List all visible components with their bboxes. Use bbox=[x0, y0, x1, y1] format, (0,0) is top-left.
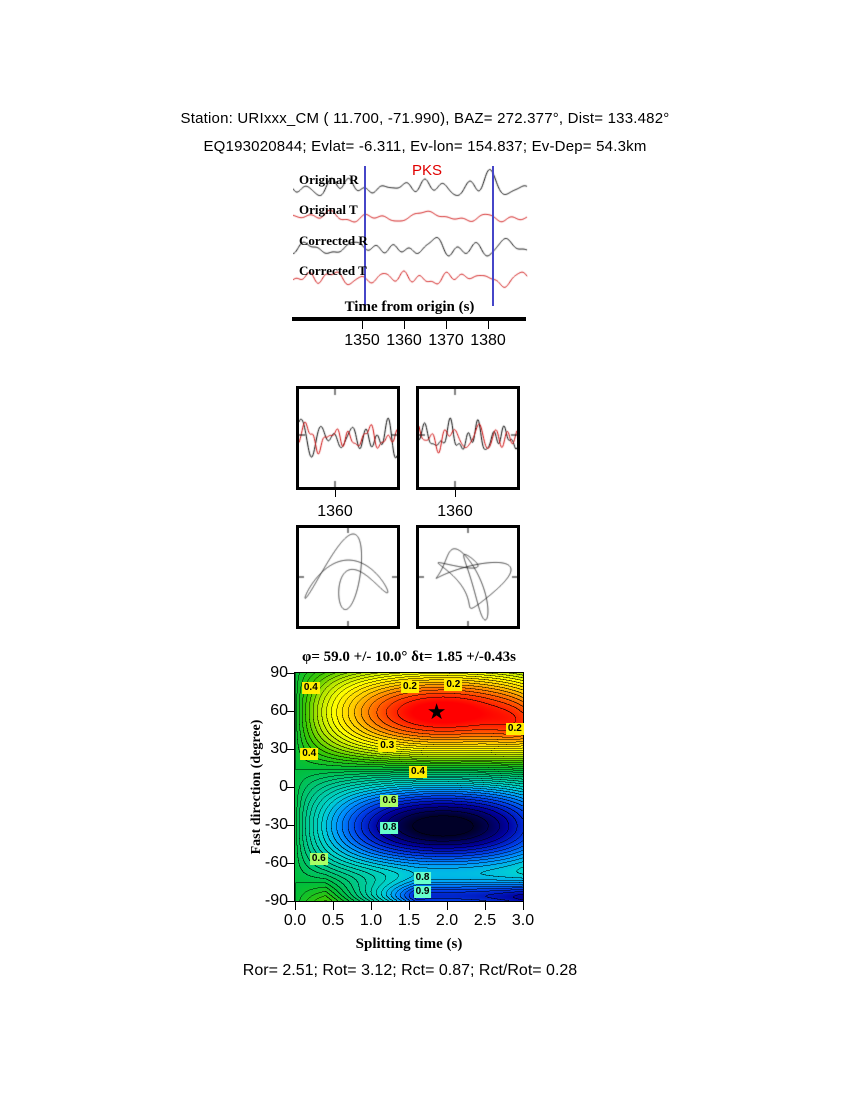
time-tick bbox=[488, 321, 489, 329]
particle-motion-canvas-original bbox=[299, 528, 397, 626]
contour-x-tick-label: 0.5 bbox=[321, 912, 345, 929]
header-line2: EQ193020844; Evlat= -6.311, Ev-lon= 154.… bbox=[203, 138, 647, 155]
contour-x-tick-label: 1.5 bbox=[397, 912, 421, 929]
time-axis-line bbox=[292, 317, 526, 321]
contour-label: 0.8 bbox=[413, 872, 432, 885]
time-tick-label: 1350 bbox=[344, 332, 380, 349]
contour-label: 0.4 bbox=[409, 766, 427, 779]
particle-motion-canvas-corrected bbox=[419, 528, 517, 626]
zoom-tick bbox=[335, 490, 336, 497]
contour-y-tick-label: -60 bbox=[264, 854, 288, 871]
contour-canvas bbox=[295, 673, 523, 901]
contour-y-tick-label: 0 bbox=[279, 778, 288, 795]
zoom-tick-label: 1360 bbox=[317, 503, 353, 520]
contour-y-tick bbox=[286, 787, 294, 788]
particle-panel-corrected bbox=[416, 525, 520, 629]
trace-label: Original R bbox=[299, 172, 359, 187]
contour-x-tick bbox=[523, 902, 524, 910]
contour-y-tick-label: 60 bbox=[270, 702, 288, 719]
window-end-line bbox=[492, 166, 494, 306]
header-line1: Station: URIxxx_CM ( 11.700, -71.990), B… bbox=[180, 110, 670, 127]
time-tick bbox=[404, 321, 405, 329]
time-axis-label: Time from origin (s) bbox=[344, 299, 475, 315]
contour-y-tick-label: -90 bbox=[264, 892, 288, 909]
contour-x-tick-label: 3.0 bbox=[511, 912, 535, 929]
contour-label: 0.2 bbox=[444, 678, 463, 691]
contour-label: 0.3 bbox=[378, 739, 397, 752]
contour-x-tick-label: 2.0 bbox=[435, 912, 459, 929]
zoom-canvas-corrected bbox=[419, 389, 517, 487]
contour-label: 0.6 bbox=[380, 794, 399, 807]
trace-label: Corrected T bbox=[299, 263, 367, 278]
time-tick-label: 1360 bbox=[386, 332, 422, 349]
contour-y-tick bbox=[286, 825, 294, 826]
contour-label: 0.2 bbox=[401, 680, 419, 693]
contour-label: 0.4 bbox=[300, 747, 319, 760]
zoom-tick bbox=[455, 490, 456, 497]
footer-stats: Ror= 2.51; Rot= 3.12; Rct= 0.87; Rct/Rot… bbox=[242, 962, 578, 979]
contour-x-tick-label: 2.5 bbox=[473, 912, 497, 929]
phase-label: PKS bbox=[412, 162, 443, 179]
contour-title: φ= 59.0 +/- 10.0° δt= 1.85 +/-0.43s bbox=[302, 649, 516, 665]
contour-label: 0.4 bbox=[301, 682, 320, 695]
zoom-tick-label: 1360 bbox=[437, 503, 473, 520]
contour-x-tick-label: 0.0 bbox=[283, 912, 307, 929]
contour-y-tick bbox=[286, 673, 294, 674]
time-tick bbox=[362, 321, 363, 329]
contour-x-tick bbox=[447, 902, 448, 910]
time-tick-label: 1380 bbox=[470, 332, 506, 349]
contour-label: 0.2 bbox=[505, 722, 524, 735]
contour-plot: 0.4 0.2 0.2 0.2 0.3 0.4 0.4 0.6 0.8 0.6 0.8 0.9 ★ bbox=[294, 672, 524, 902]
contour-label: 0.8 bbox=[380, 821, 399, 834]
contour-x-tick bbox=[409, 902, 410, 910]
zoom-canvas-original bbox=[299, 389, 397, 487]
contour-x-tick bbox=[333, 902, 334, 910]
zoom-panel-corrected bbox=[416, 386, 520, 490]
contour-label: 0.9 bbox=[413, 885, 432, 898]
contour-y-tick-label: -30 bbox=[264, 816, 288, 833]
contour-y-tick-label: 30 bbox=[270, 740, 288, 757]
best-fit-star: ★ bbox=[426, 699, 447, 725]
contour-x-tick bbox=[485, 902, 486, 910]
contour-y-tick bbox=[286, 901, 294, 902]
contour-y-tick bbox=[286, 749, 294, 750]
window-start-line bbox=[364, 166, 366, 306]
time-tick-label: 1370 bbox=[428, 332, 464, 349]
contour-label: 0.6 bbox=[309, 852, 328, 865]
contour-y-tick-label: 90 bbox=[270, 664, 288, 681]
contour-x-tick bbox=[371, 902, 372, 910]
contour-y-tick bbox=[286, 863, 294, 864]
trace-label: Original T bbox=[299, 202, 358, 217]
zoom-panel-original bbox=[296, 386, 400, 490]
particle-panel-original bbox=[296, 525, 400, 629]
contour-y-tick bbox=[286, 711, 294, 712]
x-axis-label: Splitting time (s) bbox=[355, 936, 463, 952]
trace-label: Corrected R bbox=[299, 233, 368, 248]
contour-x-tick-label: 1.0 bbox=[359, 912, 383, 929]
seismogram-traces-canvas bbox=[293, 163, 528, 308]
time-tick bbox=[446, 321, 447, 329]
contour-x-tick bbox=[295, 902, 296, 910]
